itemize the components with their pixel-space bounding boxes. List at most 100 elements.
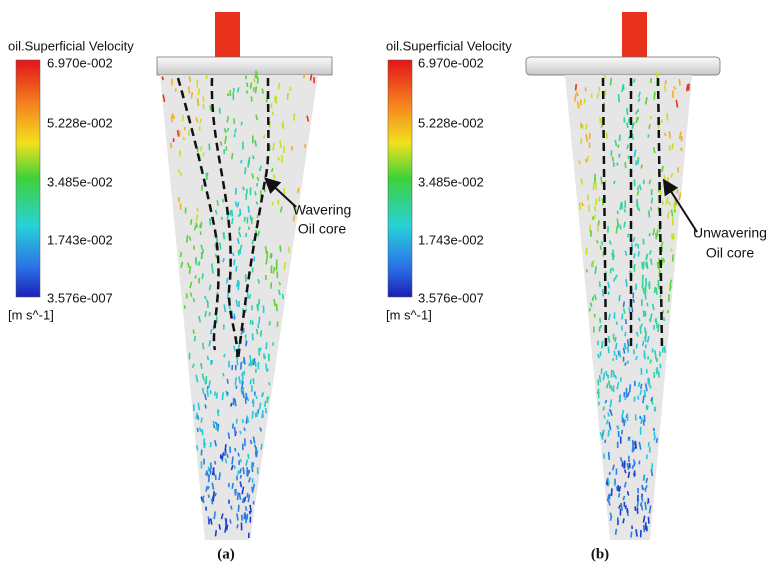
vector	[257, 230, 261, 237]
vector	[661, 200, 665, 205]
vector	[583, 98, 587, 104]
vector	[621, 410, 625, 418]
vector	[279, 140, 282, 148]
vector	[222, 372, 225, 377]
vector	[617, 94, 621, 103]
vector	[222, 232, 226, 240]
vector	[625, 122, 629, 129]
vector	[669, 285, 672, 291]
vector	[200, 244, 203, 250]
vector	[218, 242, 222, 250]
vector	[585, 133, 589, 142]
vector	[229, 519, 232, 524]
vector	[241, 419, 244, 424]
vector	[678, 192, 682, 201]
vector	[605, 370, 608, 377]
vector	[210, 498, 214, 505]
vector	[230, 505, 233, 510]
vector	[247, 159, 250, 168]
vector	[647, 210, 651, 218]
vector	[249, 319, 252, 325]
vector	[643, 336, 647, 342]
vector	[303, 73, 306, 79]
vector	[199, 231, 202, 235]
vector	[644, 501, 647, 510]
vector	[220, 455, 224, 461]
inlet	[622, 12, 647, 58]
vector	[252, 154, 255, 160]
vector	[239, 468, 242, 474]
oil-core-outline	[601, 77, 664, 351]
vector	[255, 114, 259, 121]
vector	[221, 392, 225, 401]
vector	[610, 488, 613, 497]
vector	[600, 434, 604, 440]
vector	[235, 265, 238, 272]
vector	[626, 462, 630, 469]
vector	[309, 73, 313, 81]
vector	[608, 240, 612, 245]
vector	[644, 383, 648, 392]
vector	[265, 363, 268, 372]
vector	[236, 524, 239, 529]
vector	[256, 77, 259, 84]
vector	[631, 122, 635, 128]
vector	[201, 248, 205, 255]
vector	[202, 95, 205, 102]
vector	[635, 116, 639, 124]
vector	[640, 323, 643, 328]
cylinder	[156, 56, 333, 76]
vector	[204, 310, 207, 318]
vector	[207, 486, 210, 490]
vector	[296, 187, 300, 194]
vector	[648, 232, 651, 237]
vector	[185, 235, 189, 243]
cylinder	[525, 56, 721, 76]
vector	[233, 345, 237, 352]
vector	[575, 91, 579, 97]
vector	[208, 311, 211, 317]
vector	[595, 239, 599, 244]
vector	[607, 451, 611, 460]
vector	[637, 91, 641, 98]
vector	[648, 505, 652, 514]
vector	[246, 492, 249, 498]
vector	[252, 86, 256, 92]
color-bar	[15, 59, 41, 298]
vector	[258, 402, 262, 410]
vector	[628, 384, 632, 393]
vector	[656, 261, 660, 270]
vector	[261, 410, 264, 419]
vector	[248, 362, 251, 367]
vector	[581, 124, 585, 129]
vector	[204, 404, 207, 409]
vector	[198, 315, 202, 323]
legend-tick: 3.485e-002	[418, 174, 484, 189]
vector	[176, 129, 180, 137]
vector	[668, 131, 672, 139]
vector	[214, 421, 218, 426]
vector	[578, 202, 582, 210]
vector	[258, 347, 262, 352]
vector	[239, 458, 243, 463]
vector	[273, 298, 276, 307]
vector	[607, 380, 611, 389]
vector	[665, 198, 669, 203]
vector	[621, 461, 625, 469]
vector	[254, 86, 258, 94]
vector	[237, 213, 241, 218]
vector	[632, 446, 636, 451]
vector	[668, 145, 671, 152]
legend-title: oil.Superficial Velocity	[8, 38, 134, 53]
vector	[243, 216, 247, 222]
vector	[259, 427, 263, 432]
vector	[192, 329, 195, 334]
vector	[644, 287, 647, 292]
vector	[233, 465, 236, 470]
vector	[593, 206, 597, 212]
vector	[651, 303, 655, 311]
vector	[239, 474, 242, 479]
vector	[618, 134, 621, 141]
vector	[266, 396, 270, 401]
legend-tick: 3.485e-002	[47, 174, 113, 189]
